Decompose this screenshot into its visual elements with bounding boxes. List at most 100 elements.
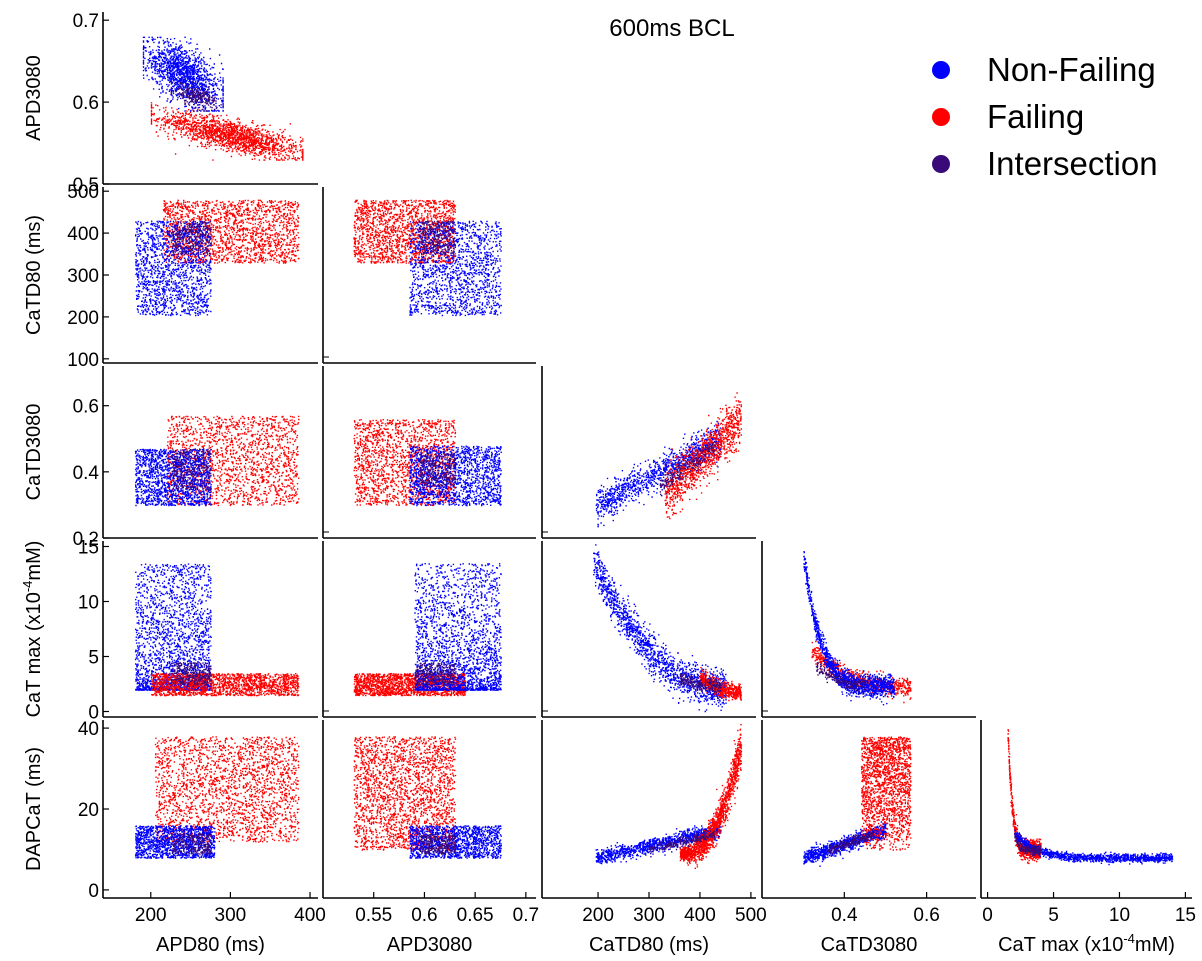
series-failing-points <box>679 724 743 869</box>
series-intersection-points <box>1014 832 1042 857</box>
panel-DAPCaT-vs-CaTmax <box>1007 729 1174 866</box>
y-tick-label: 10 <box>78 593 99 614</box>
panel-APD3080-vs-APD80 <box>142 36 304 161</box>
y-tick-label: 0.5 <box>73 175 99 196</box>
axes: 0.50.60.71002003004005000.20.40.60510150… <box>67 11 1196 926</box>
y-tick-label: 0.6 <box>73 93 99 114</box>
x-tick-label: 0.55 <box>355 905 392 926</box>
series-failing-points <box>664 392 743 520</box>
x-axis-label: APD3080 <box>387 934 473 956</box>
legend-label: Intersection <box>987 145 1158 182</box>
panel-CaTmax-vs-APD3080 <box>353 563 502 697</box>
series-intersection-points <box>171 448 212 490</box>
series-non-failing-points <box>1014 829 1174 866</box>
y-tick-label: 0.6 <box>73 397 99 418</box>
series-intersection-points <box>414 662 456 686</box>
series-intersection-points <box>419 220 456 256</box>
series-failing-points <box>353 419 457 507</box>
panel-CaTD80-vs-APD3080 <box>353 199 502 317</box>
x-tick-label: 300 <box>633 905 665 926</box>
y-axis-label: CaTD80 (ms) <box>23 215 45 335</box>
series-intersection-points <box>419 833 457 855</box>
series-failing-points <box>860 736 912 851</box>
y-axis-label: APD3080 <box>23 55 45 141</box>
y-tick-label: 5 <box>88 648 99 669</box>
y-tick-label: 0 <box>88 881 99 902</box>
x-tick-label: 200 <box>135 905 167 926</box>
series-intersection-points <box>659 441 717 496</box>
series-intersection-points <box>170 662 212 686</box>
y-tick-label: 0.4 <box>73 463 100 484</box>
x-tick-label: 10 <box>1109 905 1130 926</box>
panel-DAPCaT-vs-APD80 <box>134 736 300 859</box>
series-non-failing-points <box>595 420 722 528</box>
panel-DAPCaT-vs-APD3080 <box>353 736 502 859</box>
y-tick-label: 500 <box>67 182 99 203</box>
series-non-failing-points <box>593 544 727 713</box>
series-non-failing-points <box>134 448 212 507</box>
legend-label: Non-Failing <box>987 51 1156 88</box>
series-intersection-points <box>815 662 866 695</box>
legend-marker <box>932 108 950 126</box>
y-tick-label: 0.7 <box>73 11 99 32</box>
x-axis-label: APD80 (ms) <box>156 934 265 956</box>
panels: 0.50.60.71002003004005000.20.40.60510150… <box>67 11 1196 926</box>
legend-marker <box>932 61 950 79</box>
series-failing-points <box>154 736 300 843</box>
series-failing-points <box>353 199 457 264</box>
panel-CaTmax-vs-CaTD80 <box>593 544 742 713</box>
series-failing-points <box>150 102 304 161</box>
panel-CaTmax-vs-CaTD3080 <box>803 551 912 706</box>
y-axis-label: CaT max (x10-4mM) <box>20 541 45 718</box>
y-tick-label: 0.2 <box>73 529 99 550</box>
series-non-failing-points <box>595 820 722 865</box>
series-intersection-points <box>679 671 722 700</box>
series-non-failing-points <box>803 551 895 706</box>
y-tick-label: 15 <box>78 538 99 559</box>
series-failing-points <box>353 736 457 851</box>
legend-label: Failing <box>987 98 1084 135</box>
legend: Non-Failing Failing Intersection <box>932 51 1158 182</box>
series-failing-points <box>166 415 300 507</box>
series-failing-points <box>1007 729 1042 865</box>
x-axis-label: CaT max (x10-4mM) <box>998 931 1175 956</box>
series-intersection-points <box>170 220 212 256</box>
x-tick-label: 15 <box>1175 905 1196 926</box>
series-non-failing-points <box>134 825 216 859</box>
y-tick-label: 400 <box>67 224 99 245</box>
panel-CaTmax-vs-APD80 <box>134 563 300 697</box>
panel-CaTD3080-vs-APD80 <box>134 415 300 507</box>
y-tick-label: 20 <box>78 800 99 821</box>
x-tick-label: 0.7 <box>513 905 539 926</box>
series-intersection-points <box>170 78 224 112</box>
series-failing-points <box>150 673 300 697</box>
x-tick-label: 0.6 <box>913 905 939 926</box>
y-tick-label: 200 <box>67 308 99 329</box>
series-intersection-points <box>170 833 212 855</box>
x-tick-label: 0.65 <box>457 905 494 926</box>
series-intersection-points <box>827 829 875 857</box>
panel-DAPCaT-vs-CaTD3080 <box>803 736 912 867</box>
x-tick-label: 200 <box>582 905 614 926</box>
series-non-failing-points <box>135 220 212 317</box>
y-tick-label: 300 <box>67 266 99 287</box>
y-axis-label: DAPCaT (ms) <box>23 747 45 871</box>
series-non-failing-points <box>414 563 502 691</box>
y-tick-label: 40 <box>78 719 99 740</box>
x-tick-label: 0 <box>982 905 993 926</box>
x-tick-label: 500 <box>735 905 767 926</box>
panel-CaTD80-vs-APD80 <box>135 199 300 317</box>
y-tick-label: 0 <box>88 703 99 724</box>
y-axis-label: CaTD3080 <box>23 404 45 501</box>
x-axis-labels: APD80 (ms) APD3080 CaTD80 (ms) CaTD3080 CaT … <box>156 931 1175 956</box>
series-non-failing-points <box>409 825 502 859</box>
panel-DAPCaT-vs-CaTD80 <box>595 724 743 869</box>
panel-CaTD3080-vs-APD3080 <box>353 419 502 507</box>
y-tick-label: 100 <box>67 350 99 371</box>
chart-title: 600ms BCL <box>609 15 734 42</box>
series-non-failing-points <box>134 563 212 691</box>
legend-marker <box>932 155 950 173</box>
x-tick-label: 0.6 <box>411 905 437 926</box>
panel-CaTD3080-vs-CaTD80 <box>595 392 743 528</box>
